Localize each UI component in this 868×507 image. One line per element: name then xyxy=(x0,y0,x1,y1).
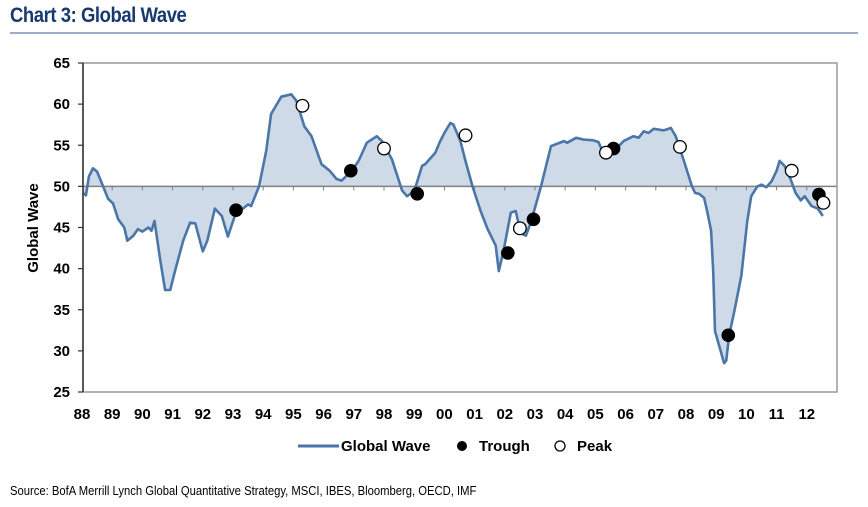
x-tick-label: 96 xyxy=(315,406,332,423)
legend-label-peak: Peak xyxy=(577,438,613,455)
plot-area: 25 30 35 40 45 50 55 60 65 88 89 90 91 92 93 94 95 96 97 9… xyxy=(53,55,838,423)
x-tick-label: 08 xyxy=(678,406,695,423)
y-tick-label: 25 xyxy=(53,384,70,401)
x-tick-label: 02 xyxy=(496,406,513,423)
y-axis-label: Global Wave xyxy=(25,183,42,272)
peak-marker xyxy=(458,128,473,143)
y-tick-label: 60 xyxy=(53,96,70,113)
trough-marker xyxy=(721,328,736,343)
x-tick-label: 05 xyxy=(587,406,604,423)
y-tick-label: 50 xyxy=(53,178,70,195)
y-tick-label: 45 xyxy=(53,220,70,237)
legend-trough-marker xyxy=(457,441,467,451)
x-tick-label: 92 xyxy=(194,406,211,423)
x-tick-label: 04 xyxy=(557,406,574,423)
x-tick-label: 93 xyxy=(225,406,242,423)
chart-svg: 25 30 35 40 45 50 55 60 65 88 89 90 91 92 93 94 95 96 97 9… xyxy=(25,55,838,455)
trough-marker xyxy=(501,246,515,260)
x-tick-label: 11 xyxy=(769,406,785,423)
legend-peak-marker xyxy=(554,440,566,452)
y-axis-ticks: 25 30 35 40 45 50 55 60 65 xyxy=(53,55,83,401)
x-tick-label: 94 xyxy=(255,406,272,423)
x-tick-label: 98 xyxy=(376,406,393,423)
peak-marker xyxy=(377,141,391,156)
x-tick-label: 01 xyxy=(466,406,483,423)
legend-label-global-wave: Global Wave xyxy=(341,438,430,455)
x-tick-label: 00 xyxy=(436,406,453,423)
legend-label-trough: Trough xyxy=(479,438,530,455)
peak-marker xyxy=(673,139,687,154)
x-tick-label: 99 xyxy=(406,406,423,423)
peak-marker xyxy=(599,145,613,160)
markers xyxy=(229,98,831,343)
x-tick-label: 89 xyxy=(104,406,121,423)
x-tick-label: 88 xyxy=(74,406,91,423)
y-tick-label: 35 xyxy=(53,302,70,319)
y-tick-label: 55 xyxy=(53,137,70,154)
peak-marker xyxy=(784,163,799,178)
x-tick-label: 09 xyxy=(708,406,725,423)
y-tick-label: 40 xyxy=(53,261,70,278)
legend: Global Wave Trough Peak xyxy=(298,438,613,455)
x-tick-label: 06 xyxy=(617,406,634,423)
x-tick-label: 12 xyxy=(798,406,815,423)
x-tick-label: 97 xyxy=(345,406,362,423)
peak-marker xyxy=(512,221,527,236)
x-tick-label: 10 xyxy=(738,406,755,423)
x-tick-label: 07 xyxy=(647,406,664,423)
trough-marker xyxy=(343,163,358,178)
x-tick-label: 03 xyxy=(527,406,544,423)
x-axis-ticks: 88 89 90 91 92 93 94 95 96 97 98 99 00 01 02 03 04 05 06 07… xyxy=(74,406,815,423)
peak-marker xyxy=(816,195,831,210)
trough-marker xyxy=(526,212,541,227)
chart-title: Chart 3: Global Wave xyxy=(10,4,187,27)
peak-marker xyxy=(295,98,310,113)
x-tick-label: 91 xyxy=(164,406,181,423)
trough-marker xyxy=(410,186,425,201)
x-tick-label: 90 xyxy=(134,406,151,423)
trough-marker xyxy=(229,203,243,218)
x-tick-label: 95 xyxy=(285,406,302,423)
y-tick-label: 65 xyxy=(53,55,70,72)
global-wave-line xyxy=(82,93,824,365)
area-fill xyxy=(82,94,823,364)
source-note: Source: BofA Merrill Lynch Global Quanti… xyxy=(10,484,477,498)
y-tick-label: 30 xyxy=(53,343,70,360)
title-divider xyxy=(10,32,858,34)
